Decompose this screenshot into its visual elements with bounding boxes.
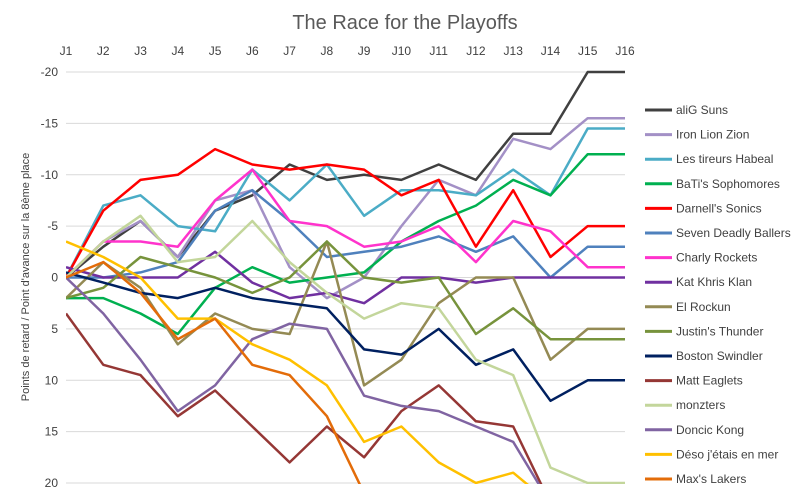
legend-label: Iron Lion Zion (676, 128, 749, 142)
x-tick-label: J14 (541, 44, 561, 58)
legend-label: monzters (676, 398, 725, 412)
y-tick-label: 20 (45, 476, 59, 490)
x-tick-label: J3 (134, 44, 147, 58)
legend-label: Déso j'étais en mer (676, 447, 778, 461)
y-tick-label: 10 (45, 373, 59, 387)
series-line (66, 276, 541, 484)
y-tick-label: 5 (51, 322, 58, 336)
series-line (66, 214, 625, 484)
x-tick-label: J6 (246, 44, 259, 58)
y-tick-label: -15 (41, 116, 59, 130)
legend-label: BaTi's Sophomores (676, 177, 780, 191)
y-axis-ticks: -20 -15 -10 -5 0 5 10 15 20 (41, 65, 59, 490)
legend-label: aliG Suns (676, 103, 728, 117)
series-line (66, 240, 529, 484)
series-line (66, 260, 362, 484)
y-tick-label: 0 (51, 271, 58, 285)
series-line (66, 168, 625, 279)
series-lines (66, 70, 625, 484)
legend: aliG Suns Iron Lion Zion Les tireurs Habea… (645, 103, 791, 486)
x-tick-label: J7 (283, 44, 296, 58)
x-tick-label: J8 (321, 44, 334, 58)
y-tick-label: 15 (45, 425, 59, 439)
y-tick-label: -10 (41, 168, 59, 182)
legend-label: Darnell's Sonics (676, 201, 762, 215)
legend-label: Boston Swindler (676, 349, 763, 363)
series-line (66, 250, 625, 305)
series-line (66, 312, 543, 484)
series-line (66, 127, 625, 279)
series-line (66, 188, 625, 279)
y-tick-label: -20 (41, 65, 59, 79)
series-line (66, 147, 625, 279)
y-tick-label: -5 (47, 219, 58, 233)
x-tick-label: J2 (97, 44, 110, 58)
legend-label: Kat Khris Klan (676, 275, 752, 289)
x-tick-label: J12 (466, 44, 486, 58)
y-axis-label: Points de retard / Point d'avance sur la… (20, 153, 32, 402)
x-tick-label: J4 (171, 44, 184, 58)
legend-label: Matt Eaglets (676, 374, 743, 388)
chart-title: The Race for the Playoffs (292, 12, 517, 34)
legend-label: El Rockun (676, 300, 731, 314)
x-tick-label: J16 (615, 44, 635, 58)
legend-label: Les tireurs Habeal (676, 152, 773, 166)
legend-label: Max's Lakers (676, 472, 746, 486)
x-tick-label: J10 (392, 44, 412, 58)
legend-label: Seven Deadly Ballers (676, 226, 791, 240)
x-tick-label: J9 (358, 44, 371, 58)
series-line (66, 152, 625, 336)
x-tick-label: J1 (60, 44, 73, 58)
legend-label: Justin's Thunder (676, 324, 763, 338)
x-tick-label: J11 (429, 44, 448, 58)
legend-label: Charly Rockets (676, 251, 757, 265)
x-axis-ticks: J1 J2 J3 J4 J5 J6 J7 J8 J9 J10 J11 J12 J13 J14 J15 J16 (60, 44, 635, 58)
x-tick-label: J13 (504, 44, 524, 58)
series-line (66, 271, 625, 403)
legend-label: Doncic Kong (676, 423, 744, 437)
x-tick-label: J5 (209, 44, 222, 58)
series-line (66, 240, 625, 341)
x-tick-label: J15 (578, 44, 598, 58)
